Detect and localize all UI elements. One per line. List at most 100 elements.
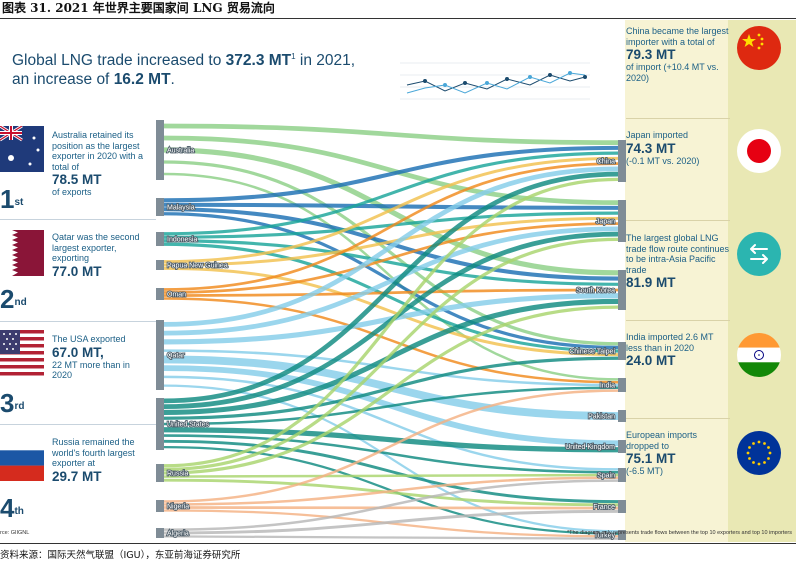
- target-label: Turkey: [594, 533, 616, 540]
- exporter-card-usa: 3rd The USA exported 67.0 MT, 22 MT more…: [0, 322, 156, 425]
- source-label: Oman: [167, 292, 186, 299]
- usa-flag: [0, 330, 44, 376]
- target-node-chinese-taipei: [618, 342, 626, 360]
- target-label: United Kingdom: [565, 444, 615, 451]
- flow-nigeria-to-india: [163, 389, 619, 503]
- exporter-rank: 3rd: [0, 388, 25, 418]
- flow-indonesia-to-chinese-taipei: [163, 242, 619, 353]
- australia-flag: [0, 126, 44, 172]
- importer-card-europe: European imports dropped to 75.1 MT (-6.5 …: [626, 430, 730, 477]
- flow-australia-to-india: [163, 172, 619, 381]
- importer-value: 79.3 MT: [626, 47, 676, 62]
- flow-united-states-to-spain: [163, 434, 619, 474]
- flow-oman-to-japan: [163, 222, 619, 294]
- source-node-algeria: [156, 528, 164, 538]
- target-node-turkey: [618, 530, 626, 540]
- bottom-rule: [0, 543, 796, 544]
- target-node-united-kingdom: [618, 440, 626, 453]
- importer-card-japan: Japan imported 74.3 MT (-0.1 MT vs. 2020): [626, 130, 730, 166]
- total-trade-value: 372.3 MT: [225, 52, 292, 70]
- exporters-sidebar: 1st Australia retained its position as t…: [0, 120, 156, 542]
- source-node-oman: [156, 288, 164, 300]
- flow-indonesia-to-china: [163, 151, 619, 236]
- infographic-panel: Global LNG trade increased to 372.3 MT1 …: [0, 20, 796, 542]
- exporter-value: 77.0 MT: [52, 263, 102, 279]
- flow-papua-new-guinea-to-china: [163, 156, 619, 264]
- exporter-rank: 2nd: [0, 284, 27, 314]
- importer-value: 74.3 MT: [626, 140, 676, 156]
- source-node-nigeria: [156, 500, 164, 512]
- mini-trend-icon: [400, 62, 590, 100]
- flow-nigeria-to-spain: [163, 476, 619, 506]
- flow-oman-to-south-korea: [163, 288, 619, 297]
- flow-indonesia-to-south-korea: [163, 239, 619, 286]
- importer-card-india: India imported 2.6 MT less than in 2020 2…: [626, 332, 730, 368]
- flow-oman-to-china: [163, 162, 619, 291]
- flow-malaysia-to-japan: [163, 202, 619, 210]
- importer-divider: [626, 418, 730, 419]
- importer-value: 81.9 MT: [626, 275, 676, 290]
- importer-value: 24.0 MT: [626, 353, 676, 368]
- headline: Global LNG trade increased to 372.3 MT1 …: [12, 52, 356, 89]
- data-source: 资料来源：国际天然气联盟（IGU），东亚前海证券研究所: [0, 550, 241, 561]
- flow-algeria-to-turkey: [163, 535, 619, 540]
- flow-algeria-to-spain: [163, 479, 619, 531]
- exporter-description: Qatar was the second largest exporter, e…: [52, 232, 152, 279]
- figure-caption: 图表 31. 2021 年世界主要国家间 LNG 贸易流向: [2, 1, 275, 15]
- importer-card-china: China became the largest importer with a…: [626, 26, 729, 83]
- increase-value: 16.2 MT: [113, 71, 171, 89]
- flow-qatar-to-japan: [163, 226, 619, 336]
- target-label: India: [600, 383, 615, 390]
- flow-australia-to-china: [163, 123, 619, 145]
- target-label: Spain: [597, 473, 615, 480]
- flow-qatar-to-china: [163, 166, 619, 327]
- india-flag: [737, 333, 781, 377]
- importer-value: 75.1 MT: [626, 451, 676, 466]
- flow-russia-to-china: [163, 177, 619, 468]
- target-node-pakistan: [618, 410, 626, 422]
- flow-nigeria-to-france: [163, 506, 619, 510]
- eu-flag: [737, 431, 781, 475]
- flow-russia-to-france: [163, 478, 619, 507]
- exporter-card-russia: 4th Russia remained the world's fourth l…: [0, 425, 156, 542]
- flow-papua-new-guinea-to-chinese-taipei: [163, 266, 619, 357]
- flow-malaysia-to-china: [163, 145, 619, 203]
- target-label: China: [597, 159, 615, 166]
- exporter-card-qatar: 2nd Qatar was the second largest exporte…: [0, 220, 156, 322]
- source-node-indonesia: [156, 232, 164, 246]
- exporter-value: 67.0 MT,: [52, 344, 104, 360]
- top-rule: [0, 18, 796, 19]
- source-label: Indonesia: [167, 237, 197, 244]
- target-node-france: [618, 500, 626, 513]
- exporter-value: 29.7 MT: [52, 468, 102, 484]
- russia-flag: [0, 435, 44, 481]
- exporter-description: Australia retained its position as the l…: [52, 130, 152, 198]
- china-flag: [737, 26, 781, 70]
- source-label: Algeria: [167, 531, 189, 538]
- source-node-russia: [156, 464, 164, 482]
- exporter-rank: 4th: [0, 493, 24, 523]
- target-label: Chinese Taipei: [569, 349, 615, 356]
- flow-australia-to-chinese-taipei: [163, 160, 619, 346]
- flow-united-states-to-united-kingdom: [163, 427, 619, 453]
- source-node-papua-new-guinea: [156, 260, 164, 270]
- arrows-icon: [737, 232, 781, 276]
- importer-divider: [626, 220, 730, 221]
- exporter-rank: 1st: [0, 184, 24, 214]
- flow-russia-to-south-korea: [163, 305, 619, 475]
- flow-oman-to-india: [163, 297, 619, 384]
- flow-russia-to-japan: [163, 237, 619, 472]
- flow-australia-to-japan: [163, 135, 619, 205]
- target-node-india: [618, 378, 626, 392]
- flow-united-states-to-india: [163, 386, 619, 426]
- importer-divider: [626, 320, 730, 321]
- flow-united-states-to-china: [163, 171, 619, 404]
- exporter-value: 78.5 MT: [52, 172, 102, 187]
- source-label: United States: [167, 422, 210, 429]
- source-label: Papua New Guinea: [167, 263, 228, 270]
- source-node-australia: [156, 120, 164, 180]
- source-label: Russia: [167, 471, 189, 478]
- japan-flag: [737, 129, 781, 173]
- sankey-chart: Australia Malaysia Indonesia Papua New Guin…: [156, 120, 626, 540]
- flow-united-states-to-france: [163, 439, 619, 504]
